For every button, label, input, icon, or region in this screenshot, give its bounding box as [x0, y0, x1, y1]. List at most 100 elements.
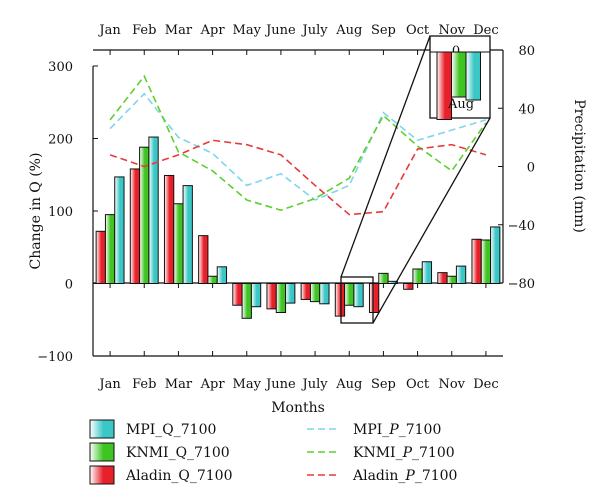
top-category-labels: Jan Feb Mar Apr May June July Aug Sep Oct Nov Dec [97, 23, 498, 38]
x-axis-title: Months [271, 400, 325, 416]
bottom-category-label: Apr [200, 377, 226, 392]
legend-label: MPI_P_7100 [353, 422, 441, 438]
bar [266, 283, 277, 310]
tick-marks [93, 49, 503, 357]
top-category-label: May [233, 23, 262, 38]
bottom-category-labels: Jan Feb Mar Apr May June July Aug Sep Oct Nov Dec [97, 377, 498, 392]
legend-label: Aladin_Q_7100 [125, 468, 233, 484]
top-category-label: Apr [200, 23, 226, 38]
y-axis-title: Change in Q (%) [28, 153, 44, 270]
inset-bar [451, 51, 467, 98]
bar [173, 203, 184, 284]
bar [139, 146, 150, 284]
bottom-category-label: Jan [97, 377, 121, 392]
bar [309, 283, 321, 303]
legend-label: KNMI_Q_7100 [126, 445, 230, 461]
y2-tick-label: −40 [508, 219, 535, 234]
y-tick-label: −100 [37, 350, 73, 365]
bar [300, 283, 311, 300]
bar [163, 174, 175, 285]
top-category-label: Oct [406, 23, 430, 38]
legend-swatch [89, 465, 115, 485]
top-category-label: Jan [97, 23, 121, 38]
bottom-category-label: June [264, 377, 296, 392]
y-tick-label: 100 [48, 205, 73, 220]
y-tick-label: 200 [48, 133, 73, 148]
bar [344, 283, 355, 306]
bottom-category-label: Mar [165, 377, 193, 392]
top-category-label: Mar [165, 23, 193, 38]
bottom-category-label: July [301, 377, 329, 392]
bar [446, 275, 457, 284]
bottom-category-label: Aug [335, 377, 362, 392]
legend-swatch [89, 442, 115, 462]
bottom-category-label: Oct [406, 377, 430, 392]
y2-tick-label: 0 [527, 161, 535, 176]
bar [471, 238, 482, 284]
bar [232, 283, 243, 306]
bar [250, 283, 262, 308]
bar [412, 268, 423, 284]
legend-swatch [89, 419, 115, 439]
top-category-label: Sep [371, 23, 396, 38]
bar [368, 283, 380, 313]
bar [319, 283, 330, 305]
bar [437, 272, 448, 284]
bar [207, 275, 218, 284]
y2-tick-labels: −80 −40 0 40 80 [508, 44, 535, 292]
bars [95, 136, 501, 319]
bar [148, 136, 159, 284]
legend-label: Aladin_P_7100 [352, 468, 457, 484]
bar [241, 283, 252, 319]
precip-line [109, 139, 487, 216]
bottom-category-label: Nov [438, 377, 465, 392]
y2-tick-label: −80 [508, 277, 535, 292]
precip-line [109, 92, 487, 201]
bar [480, 239, 492, 284]
bottom-category-label: May [233, 377, 262, 392]
zoom-inset: 0 Aug [340, 35, 491, 324]
legend-label: KNMI_P_7100 [353, 445, 455, 461]
bar [182, 185, 193, 284]
bar [334, 283, 346, 317]
top-category-label: June [264, 23, 296, 38]
bar [104, 214, 116, 284]
inset-connector-left [340, 35, 431, 278]
bar [129, 168, 141, 284]
bar [285, 283, 296, 304]
bar [490, 226, 501, 284]
y-tick-label: 0 [65, 278, 73, 293]
bar [275, 283, 287, 313]
bar [403, 283, 414, 290]
bar [387, 280, 398, 285]
top-category-label: Dec [473, 23, 498, 38]
y-tick-label: 300 [48, 60, 73, 75]
inset-category-label: Aug [447, 97, 474, 112]
bottom-category-label: Feb [132, 377, 156, 392]
top-category-label: Nov [438, 23, 465, 38]
top-category-label: July [301, 23, 329, 38]
y2-tick-label: 80 [518, 44, 535, 59]
top-category-label: Feb [132, 23, 156, 38]
inset-source-box [340, 276, 374, 324]
legend: MPI_Q_7100 KNMI_Q_7100 Aladin_Q_7100 MPI_P_… [89, 419, 457, 485]
bar [114, 176, 125, 284]
bar [378, 272, 389, 285]
bar [455, 265, 467, 285]
bar [198, 235, 209, 284]
y-tick-labels: −100 0 100 200 300 [37, 60, 73, 365]
inset-connector-right [372, 117, 491, 324]
top-category-label: Aug [335, 23, 362, 38]
y2-axis-title: Precipitation (mm) [571, 99, 587, 233]
legend-label: MPI_Q_7100 [126, 422, 216, 438]
precip-line [109, 74, 487, 212]
bar [95, 230, 106, 285]
bar [353, 283, 364, 308]
y2-tick-label: 40 [518, 102, 535, 117]
bottom-category-label: Dec [473, 377, 498, 392]
bar [421, 261, 433, 284]
bar [216, 266, 228, 285]
inset-bars [430, 51, 490, 120]
inset-bar [465, 51, 481, 101]
